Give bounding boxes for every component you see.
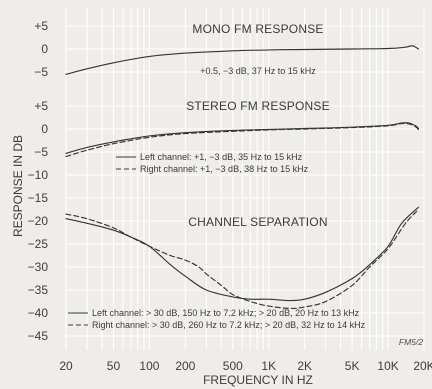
x-tick-label: 100	[139, 359, 159, 373]
x-axis-label: FREQUENCY IN HZ	[203, 373, 313, 387]
legend-label: Right channel: +1, −3 dB, 38 Hz to 15 kH…	[140, 164, 309, 174]
y-tick-label: −20	[28, 214, 49, 228]
y-tick-label: 0	[41, 122, 48, 136]
y-tick-label: −25	[28, 237, 49, 251]
y-tick-label: +5	[34, 19, 48, 33]
x-tick-label: 5K	[345, 359, 360, 373]
x-tick-label: 20	[59, 359, 73, 373]
y-tick-label: −40	[28, 306, 49, 320]
panel-title: CHANNEL SEPARATION	[188, 215, 327, 229]
y-tick-label: −30	[28, 260, 49, 274]
title-layer: MONO FM RESPONSE +0.5, −3 dB, 37 Hz to 15…	[186, 22, 330, 229]
y-tick-label: −10	[28, 168, 49, 182]
y-tick-label: −45	[28, 329, 49, 343]
stereo-curve-dashed	[65, 122, 420, 158]
legend-label: Right channel: > 30 dB, 260 Hz to 7.2 kH…	[92, 320, 366, 330]
legend-layer: Left channel: +1, −3 dB, 35 Hz to 15 kHz…	[68, 152, 366, 330]
tick-layer: 20 50 100 200 500 1K 2K 5K 10K 20K +5 0 −5 +5 0 −5 −10 −1…	[28, 19, 432, 373]
x-tick-label: 2K	[297, 359, 312, 373]
legend-label: Left channel: +1, −3 dB, 35 Hz to 15 kHz	[140, 152, 303, 162]
panel-annotation: +0.5, −3 dB, 37 Hz to 15 kHz	[200, 66, 316, 76]
y-tick-label: −5	[34, 65, 48, 79]
y-tick-label: −15	[28, 191, 49, 205]
x-tick-label: 500	[223, 359, 243, 373]
mono-curve-solid	[65, 45, 420, 75]
y-axis-label: RESPONSE IN DB	[11, 135, 25, 237]
legend-label: Left channel: > 30 dB, 150 Hz to 7.2 kHz…	[92, 308, 360, 318]
x-tick-label: 20K	[413, 359, 432, 373]
y-tick-label: −35	[28, 283, 49, 297]
stereo-curve-solid	[65, 122, 420, 154]
curve-layer	[65, 45, 420, 310]
panel-title: MONO FM RESPONSE	[192, 22, 323, 36]
x-tick-label: 200	[175, 359, 195, 373]
y-tick-label: +5	[34, 99, 48, 113]
x-tick-label: 50	[107, 359, 121, 373]
panel-title: STEREO FM RESPONSE	[186, 99, 330, 113]
y-tick-label: 0	[41, 42, 48, 56]
grid-layer	[65, 8, 425, 350]
x-tick-label: 10K	[377, 359, 398, 373]
x-tick-label: 1K	[261, 359, 276, 373]
figure-code: FM5/2	[399, 337, 423, 347]
y-tick-label: −5	[34, 145, 48, 159]
separation-curve-dashed	[65, 208, 420, 310]
